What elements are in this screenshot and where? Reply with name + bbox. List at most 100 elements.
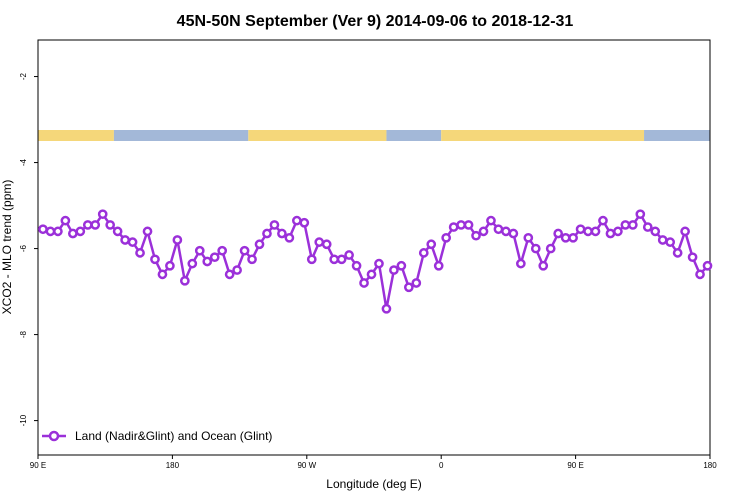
data-point <box>187 258 198 269</box>
data-point <box>232 265 242 275</box>
band-segment-land <box>38 130 114 141</box>
data-point <box>575 224 586 235</box>
data-point <box>456 220 466 230</box>
x-tick-label: 90 W <box>297 461 316 470</box>
y-axis-label: XCO2 - MLO trend (ppm) <box>0 180 14 315</box>
data-point <box>53 226 63 237</box>
y-tick-label: -10 <box>19 414 28 426</box>
data-point <box>613 226 623 237</box>
data-point <box>471 230 481 241</box>
data-point <box>90 220 101 230</box>
y-tick-label: -8 <box>19 330 28 338</box>
data-point <box>463 220 474 230</box>
data-point <box>687 252 698 263</box>
data-point <box>411 278 422 288</box>
data-point <box>157 269 168 280</box>
data-point <box>374 258 384 269</box>
data-point <box>590 226 601 237</box>
data-point <box>381 303 392 314</box>
y-tick-label: -2 <box>19 72 28 80</box>
data-point <box>530 243 541 254</box>
data-point <box>97 209 108 220</box>
data-point <box>493 224 504 235</box>
x-tick-label: 90 E <box>567 461 583 470</box>
data-point <box>224 269 235 280</box>
data-point <box>448 222 459 232</box>
data-point <box>179 275 190 286</box>
x-tick-label: 90 E <box>30 461 46 470</box>
data-point <box>366 269 377 280</box>
data-point <box>359 278 369 288</box>
data-point <box>545 243 556 254</box>
data-point <box>389 265 399 275</box>
data-point <box>351 260 362 271</box>
x-tick-label: 180 <box>703 461 717 470</box>
data-point <box>650 226 661 237</box>
data-point <box>515 258 526 269</box>
data-point <box>105 220 116 230</box>
data-point <box>194 245 205 256</box>
data-point <box>142 226 153 237</box>
x-tick-label: 0 <box>439 461 444 470</box>
legend-label: Land (Nadir&Glint) and Ocean (Glint) <box>75 429 272 443</box>
data-point <box>627 220 638 230</box>
data-point <box>269 220 280 230</box>
data-point <box>486 215 496 226</box>
data-point <box>508 228 519 239</box>
data-point <box>635 209 646 220</box>
x-tick-label: 180 <box>166 461 180 470</box>
data-point <box>598 215 608 226</box>
data-point <box>247 254 257 265</box>
y-tick-label: -4 <box>19 158 28 166</box>
data-point <box>254 239 265 250</box>
data-point <box>120 235 130 245</box>
data-point <box>680 226 690 237</box>
data-point <box>426 239 437 250</box>
y-axis: -2 -4 -6 -8 -10 <box>19 72 38 426</box>
data-point <box>523 232 534 243</box>
y-tick-label: -6 <box>19 244 28 252</box>
data-point <box>702 260 713 271</box>
data-point <box>672 248 683 258</box>
data-point <box>403 282 414 293</box>
data-point <box>336 254 347 265</box>
data-point <box>620 220 631 230</box>
legend: Land (Nadir&Glint) and Ocean (Glint) <box>42 429 272 443</box>
series-group <box>38 209 713 314</box>
data-point <box>418 248 429 258</box>
data-point <box>75 226 86 237</box>
data-point <box>314 237 325 247</box>
data-point <box>344 250 354 260</box>
band-segment-land <box>248 130 387 141</box>
data-point <box>112 226 123 237</box>
data-point <box>568 232 578 243</box>
x-axis-label: Longitude (deg E) <box>326 477 421 491</box>
data-point <box>501 226 511 237</box>
data-point <box>583 226 593 237</box>
band-segment-ocean <box>644 130 710 141</box>
data-point <box>605 228 616 239</box>
data-point <box>538 260 549 271</box>
data-point <box>82 220 93 230</box>
data-point <box>665 237 676 247</box>
data-point <box>306 254 317 265</box>
data-point <box>441 232 452 243</box>
data-point <box>657 235 668 245</box>
surface-band <box>38 130 710 141</box>
data-point <box>45 226 56 237</box>
data-point <box>135 248 145 258</box>
data-point <box>127 237 138 247</box>
data-point <box>329 254 340 265</box>
data-point <box>67 228 78 239</box>
data-point <box>217 245 228 256</box>
data-point <box>642 222 653 232</box>
band-segment-ocean <box>386 130 442 141</box>
data-point <box>262 228 272 239</box>
data-point <box>38 224 48 235</box>
data-point <box>209 252 220 263</box>
data-point <box>284 232 295 243</box>
band-segment-ocean <box>113 130 249 141</box>
plot-frame <box>37 39 711 456</box>
legend-marker <box>48 430 60 442</box>
